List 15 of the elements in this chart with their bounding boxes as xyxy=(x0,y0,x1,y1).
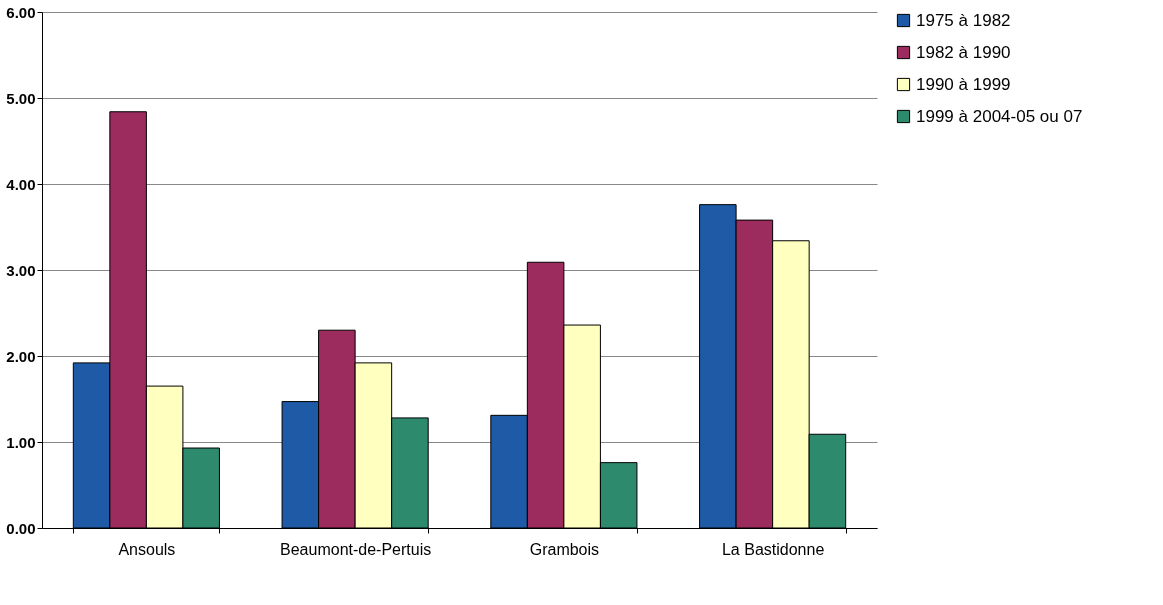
y-tick-label: 5.00 xyxy=(6,89,36,107)
x-tick-label: Ansouls xyxy=(118,540,176,558)
legend-label: 1982 à 1990 xyxy=(916,42,1011,62)
legend-label: 1990 à 1999 xyxy=(916,74,1011,94)
legend-label: 1999 à 2004-05 ou 07 xyxy=(916,106,1083,126)
x-tick-label: La Bastidonne xyxy=(721,540,825,558)
legend-label: 1975 à 1982 xyxy=(916,10,1011,30)
x-tick-label: Beaumont-de-Pertuis xyxy=(280,540,432,558)
y-tick-label: 1.00 xyxy=(6,433,36,451)
y-tick-label: 4.00 xyxy=(6,175,36,193)
y-tick-label: 2.00 xyxy=(6,347,36,365)
y-tick-label: 6.00 xyxy=(6,3,36,21)
y-tick-label: 3.00 xyxy=(6,261,36,279)
y-tick-label: 0.00 xyxy=(6,519,36,537)
x-tick-label: Grambois xyxy=(529,540,600,558)
